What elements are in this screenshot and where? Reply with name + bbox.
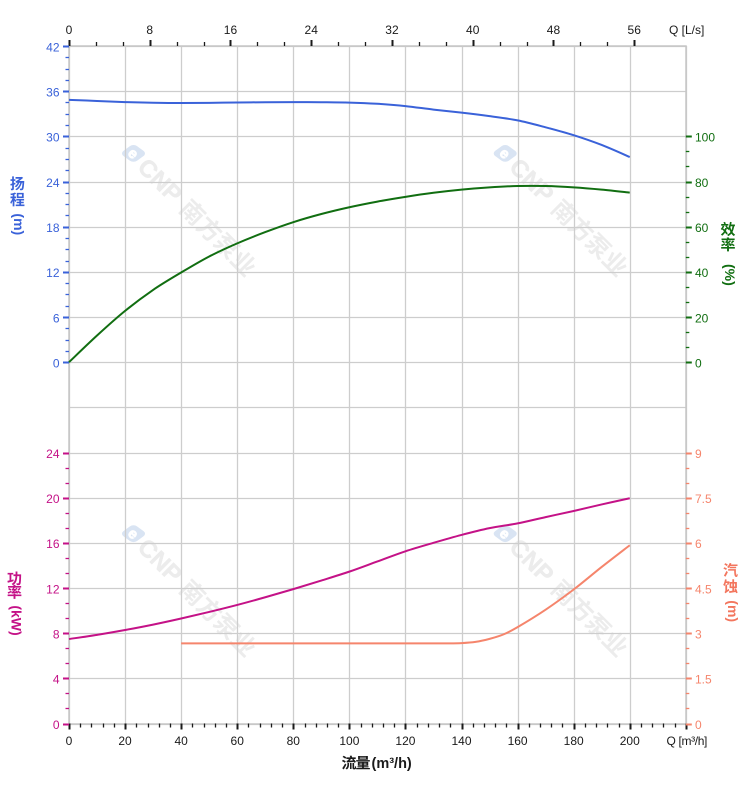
svg-text:32: 32 [385,23,399,37]
svg-text:20: 20 [118,734,132,748]
svg-text:80: 80 [695,176,709,190]
svg-text:180: 180 [564,734,584,748]
svg-text:7.5: 7.5 [695,492,712,506]
svg-text:24: 24 [46,176,60,190]
svg-text:4: 4 [53,673,60,687]
svg-text:0: 0 [66,23,73,37]
svg-text:80: 80 [287,734,301,748]
svg-text:160: 160 [508,734,528,748]
svg-text:0: 0 [66,734,73,748]
svg-text:56: 56 [628,23,642,37]
svg-text:1.5: 1.5 [695,673,712,687]
svg-text:60: 60 [695,221,709,235]
svg-text:Q [L/s]: Q [L/s] [669,23,704,37]
svg-text:18: 18 [46,221,60,235]
svg-text:24: 24 [46,447,60,461]
svg-text:60: 60 [231,734,245,748]
svg-text:16: 16 [46,537,60,551]
svg-text:8: 8 [146,23,153,37]
svg-text:0: 0 [53,718,60,732]
svg-text:(m³/h): (m³/h) [372,756,412,772]
svg-text:140: 140 [452,734,472,748]
svg-text:42: 42 [46,40,60,54]
svg-text:100: 100 [695,131,715,145]
svg-text:40: 40 [174,734,188,748]
svg-text:Q [m³/h]: Q [m³/h] [667,734,708,748]
svg-text:20: 20 [46,492,60,506]
svg-text:120: 120 [395,734,415,748]
svg-text:16: 16 [224,23,238,37]
svg-text:6: 6 [53,311,60,325]
svg-text:100: 100 [339,734,359,748]
svg-text:3: 3 [695,627,702,641]
svg-text:20: 20 [695,311,709,325]
svg-text:0: 0 [53,356,60,370]
svg-text:(m): (m) [11,213,27,235]
svg-text:30: 30 [46,131,60,145]
svg-text:12: 12 [46,266,60,280]
svg-text:9: 9 [695,447,702,461]
svg-text:4.5: 4.5 [695,582,712,596]
svg-text:0: 0 [695,718,702,732]
svg-text:40: 40 [466,23,480,37]
svg-text:200: 200 [620,734,640,748]
svg-text:24: 24 [305,23,319,37]
svg-text:(%): (%) [722,264,738,286]
svg-text:0: 0 [695,356,702,370]
svg-text:36: 36 [46,85,60,99]
svg-text:(kW): (kW) [9,605,25,635]
svg-text:12: 12 [46,582,60,596]
svg-text:48: 48 [547,23,561,37]
svg-text:40: 40 [695,266,709,280]
svg-text:(m): (m) [725,600,741,622]
svg-text:8: 8 [53,627,60,641]
svg-text:6: 6 [695,537,702,551]
